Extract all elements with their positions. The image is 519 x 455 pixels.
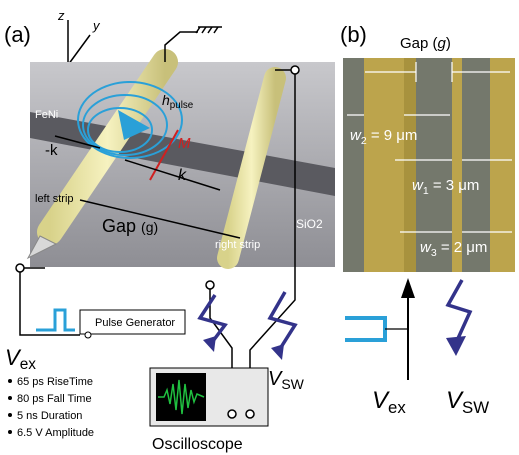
connector	[16, 264, 24, 272]
strip-label: right strip	[215, 239, 260, 251]
panel-label: (b)	[340, 22, 367, 47]
voltage-subscript: ex	[388, 398, 406, 417]
spec: 5 ns Duration	[17, 410, 82, 422]
spec: 6.5 V Amplitude	[17, 427, 94, 439]
field-symbol: h	[162, 92, 170, 108]
gap-label: Gap (g)	[400, 35, 451, 52]
gap-text: Gap	[102, 216, 136, 236]
strip	[490, 58, 515, 272]
axis-label: z	[57, 8, 65, 23]
instrument-label: Oscilloscope	[152, 436, 243, 453]
spec: 80 ps Fall Time	[17, 393, 92, 405]
width-value: = 3 μm	[429, 177, 480, 194]
substrate-label: SiO2	[296, 217, 323, 231]
material-label: FeNi	[35, 109, 58, 121]
gap-label: Gap (g)	[102, 216, 158, 236]
panel-label: (a)	[4, 22, 31, 47]
connector	[228, 410, 236, 418]
voltage-label: Vex	[372, 387, 406, 417]
width-value: = 9 μm	[367, 127, 418, 144]
wave-label: k	[178, 167, 187, 184]
voltage-subscript: ex	[20, 356, 37, 373]
strip	[404, 58, 416, 272]
connector	[246, 410, 254, 418]
strip	[364, 58, 404, 272]
arrow-head	[446, 336, 466, 356]
arrow-head	[401, 278, 415, 298]
wave-label: -k	[45, 142, 58, 159]
instrument-label: Pulse Generator	[95, 317, 175, 329]
voltage-subscript: SW	[281, 376, 304, 392]
axis-label: y	[92, 18, 101, 33]
connector	[85, 332, 91, 338]
connector	[291, 66, 299, 74]
spec: 65 ps RiseTime	[17, 376, 93, 388]
signal-arrow	[448, 280, 470, 345]
voltage-label: VSW	[268, 368, 305, 392]
pulse-icon	[36, 310, 75, 330]
voltage-subscript: SW	[462, 398, 489, 417]
arrow-head	[271, 344, 284, 360]
strip-label: left strip	[35, 193, 74, 205]
arrow-head	[203, 336, 216, 352]
connector	[206, 281, 214, 289]
voltage-label: VSW	[446, 387, 489, 417]
spec-list: 65 ps RiseTime 80 ps Fall Time 5 ns Dura…	[8, 376, 94, 439]
pulse-icon	[345, 318, 385, 340]
figure: (a) z y x hpulse FeNi -k M k left strip …	[0, 0, 519, 455]
gap-text: Gap (	[400, 35, 438, 52]
gap-text: )	[446, 35, 451, 52]
field-subscript: pulse	[170, 100, 194, 111]
magnetization-label: M	[178, 135, 191, 152]
width-value: = 2 μm	[437, 239, 488, 256]
gap-symbol: (g)	[141, 219, 158, 235]
voltage-label: Vex	[5, 345, 36, 373]
